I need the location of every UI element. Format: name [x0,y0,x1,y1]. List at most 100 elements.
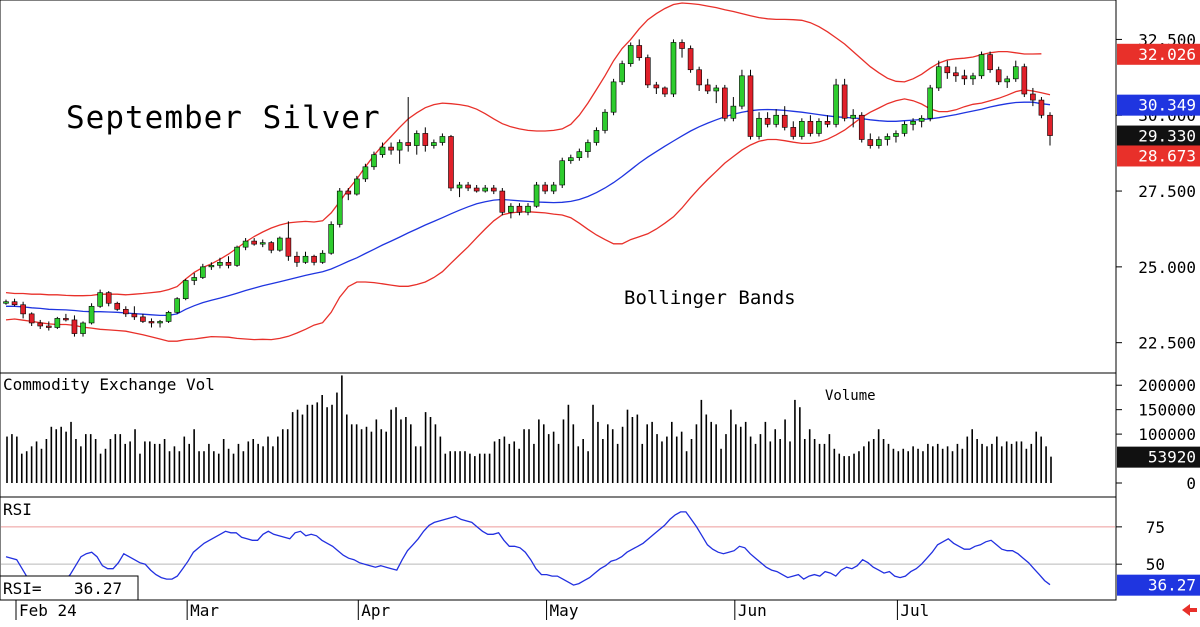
candle-body [645,57,651,86]
candle-body [3,301,9,304]
candle [114,301,121,311]
candle [876,136,882,149]
month-label: Mar [190,601,219,620]
candle [302,251,309,264]
candle [448,134,454,192]
volume-last-box [1117,446,1200,468]
candle-body [114,302,121,310]
candle [251,238,257,246]
candle [217,257,223,269]
candle-body [550,184,557,192]
candle [456,181,463,198]
candle-body [1047,114,1053,136]
candle-body [713,87,720,92]
rsi-tick-label: 50 [1146,555,1165,574]
candle [200,263,206,279]
candle-body [516,205,523,213]
candle-body [148,321,155,324]
candle-body [593,130,600,143]
candle-body [311,255,317,263]
candle-body [910,121,916,125]
candle [576,148,583,161]
candle-body [567,157,574,162]
candle [259,239,266,248]
candle-body [525,205,531,213]
candle [54,316,61,330]
candle-body [662,87,668,95]
volume-tick-label: 200000 [1138,376,1196,395]
candle [636,39,643,61]
candle [345,188,352,201]
candle [499,188,506,216]
month-label: May [550,601,579,620]
candle [131,306,138,320]
candle-body [388,146,394,151]
candle [431,139,437,149]
candle-body [45,325,52,328]
candle-body [747,75,754,137]
right-arrow-icon[interactable] [1182,604,1197,616]
candlestick-series [3,39,1053,337]
candle-body [174,298,180,313]
candle-body [764,117,771,125]
candle [567,154,574,164]
candle-body [508,205,514,213]
candle-body [756,117,762,137]
bollinger-annotation: Bollinger Bands [624,287,796,309]
price-tag-box [1117,145,1200,167]
candle-body [773,114,779,125]
volume-last-tag: 53920 [1117,446,1200,468]
candle-body [533,184,540,207]
candle [627,42,634,67]
candle-body [54,318,61,328]
candle-body [730,105,737,119]
price-tick-label: 25.000 [1138,258,1196,277]
candle-body [448,136,454,189]
candle-body [636,45,643,58]
middle-band-line [6,101,1051,317]
candle-body [80,322,86,334]
candle-body [850,114,856,119]
candle [396,139,403,164]
candle-body [901,124,908,134]
candle [1047,112,1053,146]
candle [3,299,9,305]
candle [935,60,942,91]
candle-body [140,316,146,322]
candle [542,181,548,195]
candle [1030,87,1036,107]
candle [927,84,933,122]
candle-body [362,166,369,180]
candle [884,133,891,146]
candle [439,133,446,146]
candle [918,115,925,128]
candle [704,78,711,95]
volume-panel-title: Commodity Exchange Vol [3,375,215,394]
candle [388,142,394,155]
candle-body [37,322,44,327]
candle-body [824,121,831,125]
price-tag-box [1117,43,1200,65]
candle [867,133,874,149]
candle [653,81,660,95]
candle [123,306,129,317]
candle-body [379,146,386,155]
price-tick-label: 27.500 [1138,182,1196,201]
candle-body [157,321,163,324]
volume-last-label: 53920 [1148,448,1196,467]
candle [696,66,702,91]
candle [645,54,651,88]
candle-body [867,139,874,146]
candle [764,112,771,128]
candle-body [576,151,583,158]
candle-body [20,304,26,315]
candle [533,181,540,208]
candle-body [431,142,437,146]
candle-body [876,139,882,146]
candle-body [97,292,103,307]
candle-body [490,187,497,192]
candle-body [961,75,968,80]
